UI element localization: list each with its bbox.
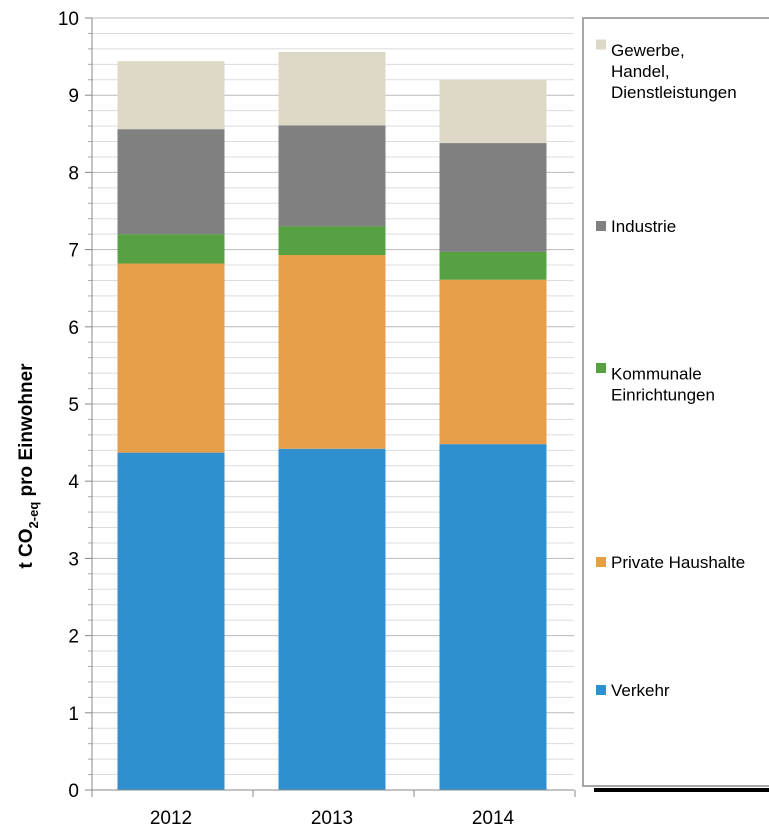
x-tick-label: 2012 xyxy=(150,808,192,829)
bar-segment-2014-2 xyxy=(439,251,547,280)
bar-segment-2013-2 xyxy=(278,226,386,256)
y-tick-label: 0 xyxy=(68,781,79,802)
y-tick-label: 4 xyxy=(68,472,79,493)
legend-frame xyxy=(582,17,769,787)
bar-segment-2012-2 xyxy=(117,234,225,264)
legend-label-0: Gewerbe, xyxy=(611,41,685,60)
bar-segment-2013-4 xyxy=(278,51,386,126)
legend-label-0: Handel, xyxy=(611,62,670,81)
y-axis-title: t CO2-eq pro Einwohner xyxy=(16,363,41,569)
bar-segment-2012-1 xyxy=(117,263,225,453)
legend-swatch-2 xyxy=(596,363,606,373)
legend-label-1: Industrie xyxy=(611,217,676,236)
y-axis-title-subscript: 2-eq xyxy=(26,502,41,529)
y-tick-label: 7 xyxy=(68,241,79,262)
legend-swatch-3 xyxy=(596,557,606,567)
legend: Gewerbe, Handel, Dienstleistungen Industrie… xyxy=(582,17,769,792)
bar-segment-2014-0 xyxy=(439,444,547,790)
bars xyxy=(117,51,547,790)
legend-label-4: Verkehr xyxy=(611,681,670,700)
bar-segment-2014-1 xyxy=(439,279,547,445)
bar-segment-2012-3 xyxy=(117,129,225,235)
y-axis-title-prefix: t CO xyxy=(16,528,37,568)
y-axis-title-suffix: pro Einwohner xyxy=(16,363,37,502)
legend-label-3: Private Haushalte xyxy=(611,553,745,572)
legend-shadow xyxy=(594,788,769,792)
legend-label-2: Kommunale xyxy=(611,365,702,384)
bar-segment-2014-4 xyxy=(439,79,547,144)
axes: 0 1 2 3 4 5 6 7 8 9 10 2012 2013 2014 xyxy=(58,9,576,829)
legend-label-0: Dienstleistungen xyxy=(611,83,737,102)
y-tick-label: 5 xyxy=(68,395,79,416)
legend-label-2: Einrichtungen xyxy=(611,386,715,405)
x-tick-label: 2013 xyxy=(311,808,353,829)
bar-segment-2013-3 xyxy=(278,125,386,227)
legend-swatch-0 xyxy=(596,39,606,50)
bar-segment-2014-3 xyxy=(439,143,547,252)
legend-swatch-4 xyxy=(596,685,606,695)
x-tick-label: 2014 xyxy=(472,808,515,829)
y-tick-label: 6 xyxy=(68,318,79,339)
bar-segment-2012-0 xyxy=(117,452,225,790)
bar-segment-2013-0 xyxy=(278,448,386,790)
y-tick-label: 1 xyxy=(68,704,79,725)
legend-swatch-1 xyxy=(596,221,606,231)
bar-segment-2013-1 xyxy=(278,255,386,449)
bar-segment-2012-4 xyxy=(117,61,225,130)
y-tick-label: 3 xyxy=(68,549,79,570)
y-tick-label: 10 xyxy=(58,9,79,30)
y-tick-label: 8 xyxy=(68,163,79,184)
y-tick-label: 2 xyxy=(68,627,79,648)
y-tick-label: 9 xyxy=(68,86,79,107)
